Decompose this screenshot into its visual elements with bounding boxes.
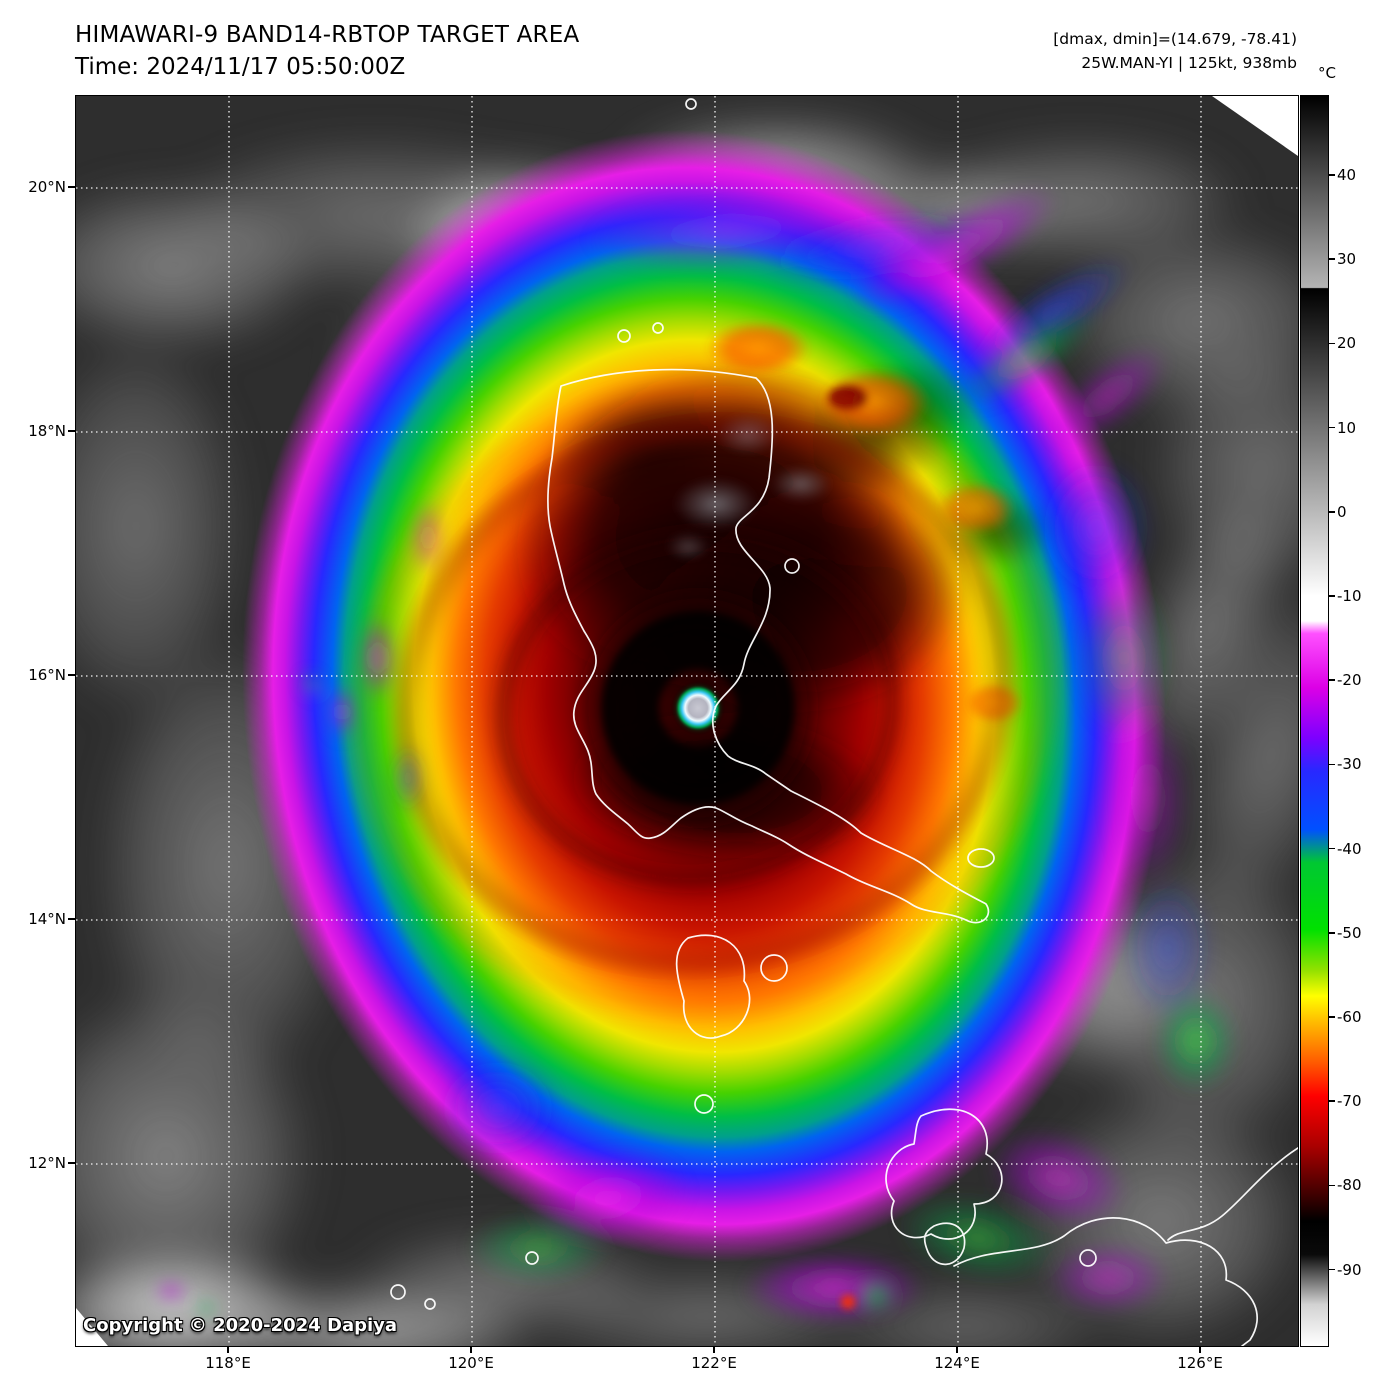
colorbar-tick-mark (1328, 763, 1335, 766)
typhoon (227, 112, 1181, 1280)
colorbar-tick-mark (1328, 258, 1335, 260)
lat-tick-label: 20°N (28, 178, 66, 196)
colorbar-tick-label: 10 (1337, 418, 1357, 437)
coastline-leyte (923, 1222, 966, 1266)
island-small-2 (424, 1298, 436, 1310)
colorbar-tick-mark (1328, 511, 1335, 513)
colorbar-tick-mark (1328, 1016, 1335, 1018)
lon-tick-mark (713, 1346, 715, 1353)
island-small-5 (1079, 1249, 1097, 1267)
coastline-mindoro (675, 934, 751, 1039)
island-babuyan-1 (617, 329, 631, 343)
lat-tick-mark (68, 186, 75, 188)
lon-tick-label: 120°E (448, 1354, 494, 1372)
colorbar-tick-mark (1328, 174, 1335, 176)
colorbar-tick-label: -70 (1337, 1092, 1362, 1111)
typhoon-eye (671, 681, 725, 735)
temperature-colorbar (1300, 95, 1329, 1347)
colorbar-tick-mark (1328, 847, 1335, 850)
colorbar-tick-mark (1328, 1100, 1335, 1102)
colorbar-tick-label: -20 (1337, 671, 1362, 690)
colorbar-tick-mark (1328, 932, 1335, 934)
hot-tower-speck (841, 1295, 855, 1309)
colorbar-tick-label: -50 (1337, 923, 1362, 942)
graticule-gridlines (76, 96, 1298, 1346)
island-small-3 (525, 1251, 539, 1265)
colorbar-tick-label: -80 (1337, 1176, 1362, 1195)
lon-tick-label: 126°E (1177, 1354, 1223, 1372)
lon-tick-mark (470, 1346, 472, 1353)
lon-tick-label: 122°E (691, 1354, 737, 1372)
colorbar-tick-label: -40 (1337, 839, 1362, 858)
lon-tick-mark (956, 1346, 958, 1353)
colorbar-tick-label: 40 (1337, 166, 1357, 184)
colorbar-tick-mark (1328, 595, 1335, 597)
colorbar-tick-label: -10 (1337, 587, 1362, 605)
outer-band-fragments (155, 187, 1238, 1324)
swath-boundary-wedges (76, 96, 1298, 1346)
lon-tick-mark (227, 1346, 229, 1353)
page-title: HIMAWARI-9 BAND14-RBTOP TARGET AREA (75, 22, 580, 48)
lat-tick-mark (68, 430, 75, 432)
eyewall (601, 611, 795, 805)
colorbar-tick-label: 30 (1337, 250, 1357, 269)
dmax-dmin-label: [dmax, dmin]=(14.679, -78.41) (1053, 30, 1297, 48)
lon-tick-label: 118°E (205, 1354, 251, 1372)
colorbar-tick-mark (1328, 342, 1335, 345)
satellite-scene (76, 96, 1298, 1346)
time-label: Time: 2024/11/17 05:50:00Z (75, 54, 406, 80)
colorbar-tick-label: 20 (1337, 334, 1357, 353)
lat-tick-label: 12°N (28, 1154, 66, 1172)
coastline-luzon (547, 368, 990, 924)
coastline-mindanao (953, 1217, 1259, 1346)
colorbar-tick-mark (1328, 679, 1335, 681)
lat-tick-mark (68, 674, 75, 676)
island-polillo (784, 558, 800, 574)
island-babuyan-2 (652, 322, 664, 334)
colorbar-tick-mark (1328, 1184, 1335, 1187)
island-small-4 (694, 1094, 714, 1114)
island-small-6 (685, 98, 697, 110)
lat-tick-mark (68, 918, 75, 920)
island-small-1 (390, 1284, 406, 1300)
island-marinduque (760, 954, 788, 982)
colorbar-tick-label: -30 (1337, 755, 1362, 774)
coastlines (390, 98, 1298, 1346)
colorbar-tick-label: 0 (1337, 502, 1347, 521)
coastline-samar (885, 1108, 1003, 1240)
colorbar-tick-label: -60 (1337, 1008, 1362, 1026)
satellite-map: Copyright © 2020-2024 Dapiya (75, 95, 1299, 1347)
island-catanduanes (967, 848, 995, 868)
lat-tick-label: 18°N (28, 422, 66, 440)
colorbar-unit-label: °C (1318, 64, 1336, 82)
lat-tick-mark (68, 1162, 75, 1164)
copyright-watermark: Copyright © 2020-2024 Dapiya (83, 1315, 398, 1336)
lat-tick-label: 16°N (28, 666, 66, 684)
lon-tick-label: 124°E (934, 1354, 980, 1372)
colorbar-tick-mark (1328, 426, 1335, 429)
colorbar-tick-label: -90 (1337, 1260, 1362, 1279)
colorbar-tick-mark (1328, 1268, 1335, 1271)
storm-info-label: 25W.MAN-YI | 125kt, 938mb (1081, 54, 1297, 72)
lat-tick-label: 14°N (28, 910, 66, 928)
lon-tick-mark (1199, 1346, 1201, 1353)
coastline-east-peninsula (1167, 1147, 1298, 1241)
